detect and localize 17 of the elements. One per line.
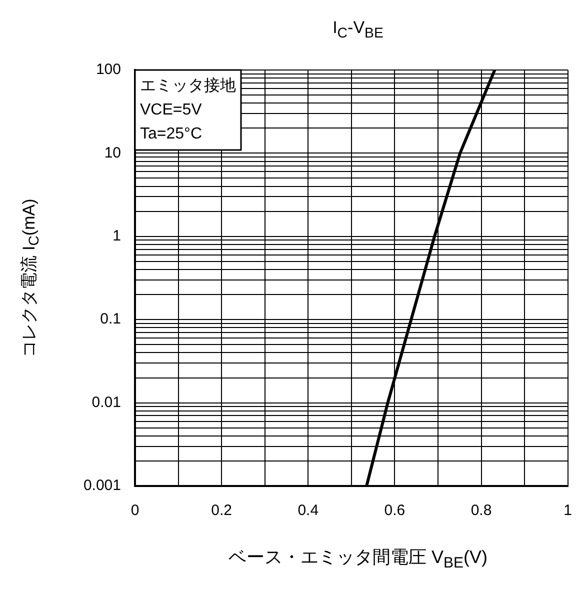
x-tick-label: 0 — [130, 502, 140, 520]
chart-title: I$_{C}$-V$_{BE}$ — [332, 18, 384, 42]
y-tick-label: 0.01 — [92, 394, 121, 411]
y-tick-label: 0.1 — [100, 310, 121, 328]
y-tick-label: 1 — [112, 228, 121, 245]
x-axis-title: ベース・エミッタ間電圧 V$_{BE}$(V) — [228, 546, 488, 572]
x-tick-label: 0.4 — [298, 502, 319, 520]
annotation: VCE=5V — [140, 101, 202, 118]
annotation: エミッタ接地 — [140, 76, 236, 94]
y-tick-label: 10 — [104, 144, 121, 162]
annotation: Ta=25°C — [140, 125, 202, 142]
x-tick-label: 0.2 — [211, 502, 232, 520]
y-tick-label: 0.001 — [83, 477, 121, 494]
x-tick-label: 0.6 — [384, 502, 406, 520]
y-tick-label: 100 — [96, 61, 121, 78]
x-tick-label: 1 — [564, 502, 572, 520]
x-tick-label: 0.8 — [470, 502, 492, 520]
